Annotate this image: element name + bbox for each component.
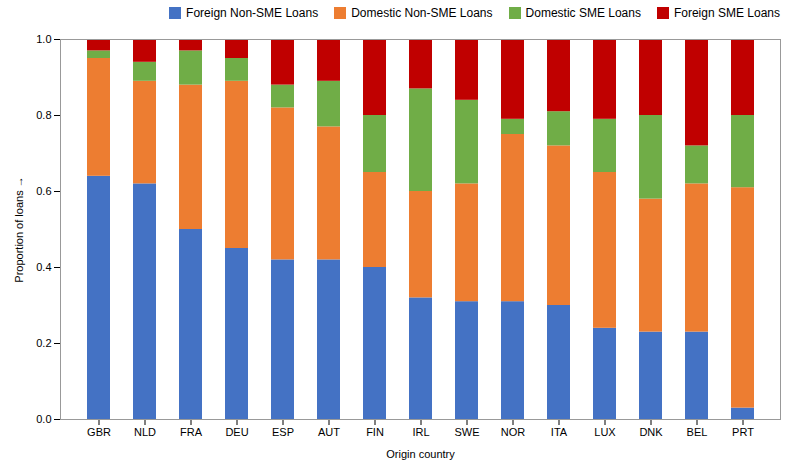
svg-text:0.4: 0.4 [36,261,51,273]
svg-text:NOR: NOR [501,426,526,438]
svg-text:PRT: PRT [732,426,754,438]
svg-text:1.0: 1.0 [36,33,51,45]
svg-text:ITA: ITA [551,426,568,438]
html-text:Domestic SME Loans: Domestic SME Loans [525,6,641,20]
svg-text:SWE: SWE [454,426,479,438]
svg-text:BEL: BEL [687,426,708,438]
svg-text:ESP: ESP [272,426,294,438]
svg-text:Proportion of loans →: Proportion of loans → [13,176,25,282]
svg-text:0.6: 0.6 [36,185,51,197]
html-text:Foreign Non-SME Loans: Foreign Non-SME Loans [186,6,319,20]
svg-text:DEU: DEU [225,426,248,438]
html-text:Foreign SME Loans: Foreign SME Loans [673,6,780,20]
svg-text:GBR: GBR [87,426,111,438]
svg-text:FRA: FRA [180,426,203,438]
svg-text:LUX: LUX [594,426,616,438]
svg-text:FIN: FIN [366,426,384,438]
svg-text:0.2: 0.2 [36,337,51,349]
svg-text:0.8: 0.8 [36,109,51,121]
html-text:Domestic Non-SME Loans: Domestic Non-SME Loans [351,6,493,20]
svg-text:Origin country: Origin country [386,448,455,460]
svg-text:NLD: NLD [134,426,156,438]
svg-text:IRL: IRL [412,426,429,438]
svg-text:0.0: 0.0 [36,413,51,425]
svg-text:AUT: AUT [318,426,340,438]
svg-text:DNK: DNK [639,426,663,438]
